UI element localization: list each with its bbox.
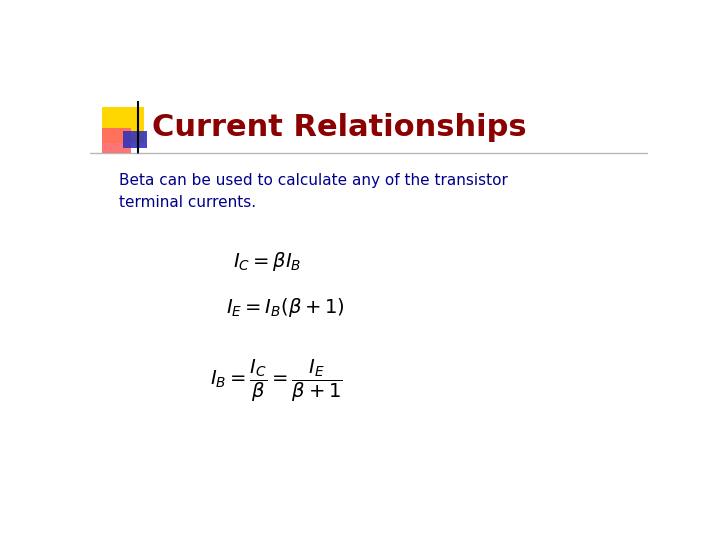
Text: Current Relationships: Current Relationships bbox=[152, 113, 526, 143]
Bar bbox=[122, 131, 148, 148]
Bar bbox=[102, 128, 131, 153]
Text: $I_C = \beta I_B$: $I_C = \beta I_B$ bbox=[233, 249, 302, 273]
Text: Beta can be used to calculate any of the transistor
terminal currents.: Beta can be used to calculate any of the… bbox=[120, 173, 508, 210]
Bar bbox=[102, 107, 144, 143]
Text: $I_B = \dfrac{I_C}{\beta} = \dfrac{I_E}{\beta + 1}$: $I_B = \dfrac{I_C}{\beta} = \dfrac{I_E}{… bbox=[210, 357, 343, 404]
Text: $I_E = I_B(\beta + 1)$: $I_E = I_B(\beta + 1)$ bbox=[225, 296, 344, 319]
